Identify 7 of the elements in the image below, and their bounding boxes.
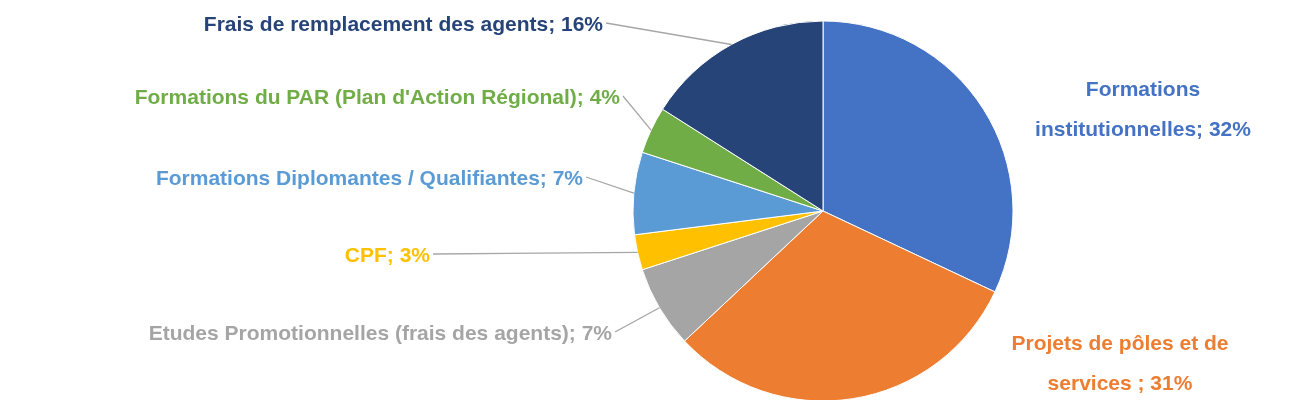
slice-label: Frais de remplacement des agents; 16% (203, 12, 604, 35)
slice-label: Projets de pôles et de services ; 31% (1011, 331, 1229, 394)
slice-label: Etudes Promotionnelles (frais des agents); 7% (148, 321, 613, 344)
slice-label: Formations du PAR (Plan d'Action Régional); 4% (134, 85, 621, 108)
slice-label: Formations Diplomantes / Qualifiantes; 7% (155, 166, 584, 189)
slice-label: Formations institutionnelles; 32% (1035, 77, 1252, 140)
slice-label: CPF; 3% (344, 243, 431, 266)
